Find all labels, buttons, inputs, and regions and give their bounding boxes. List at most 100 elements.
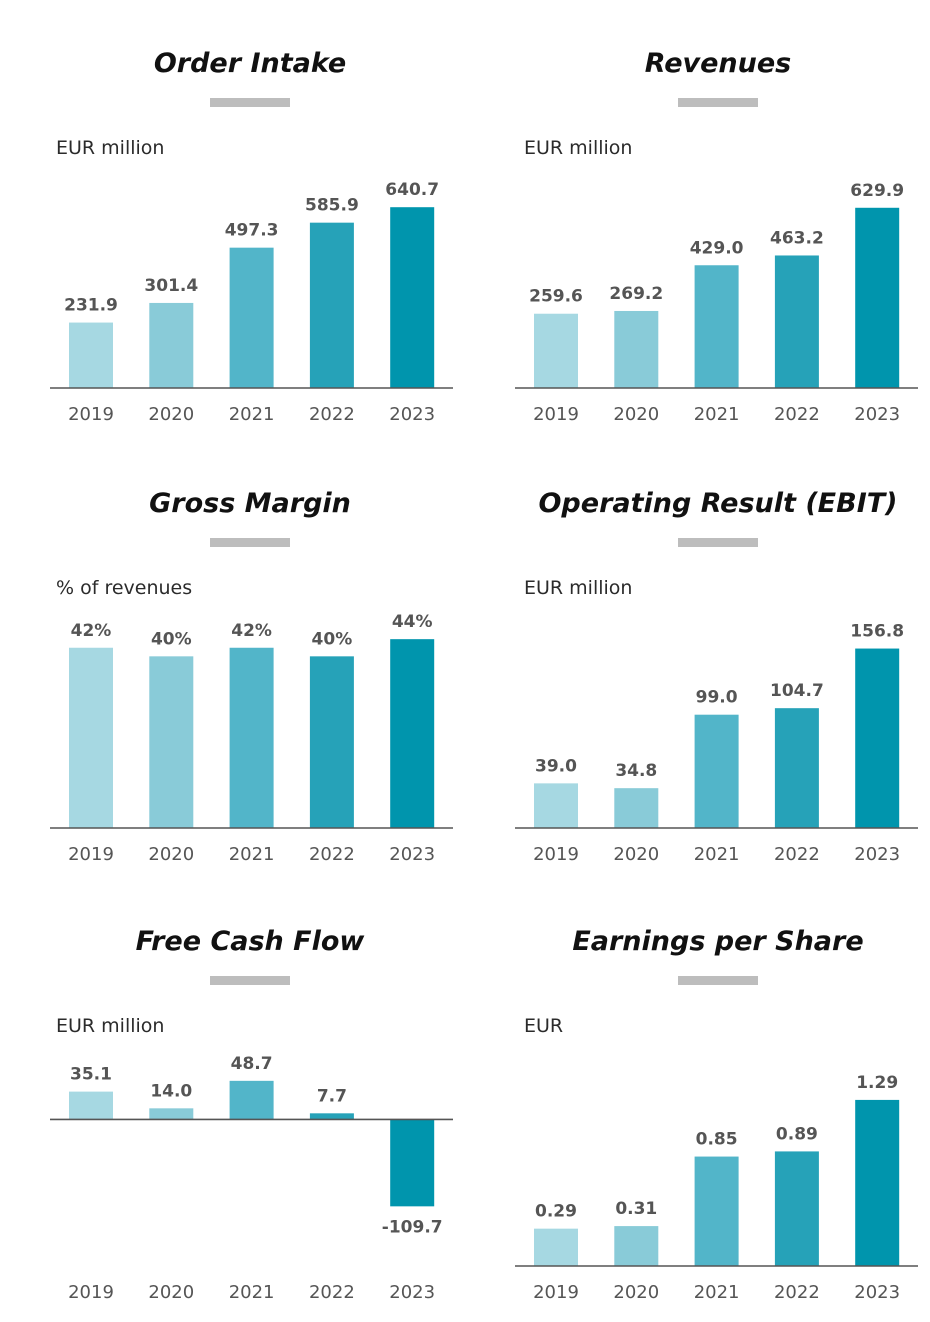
bar-2020 (614, 788, 659, 828)
bar-2023 (855, 1099, 900, 1266)
x-tick-label: 2022 (309, 1282, 355, 1303)
chart-title: Free Cash Flow (135, 926, 365, 957)
x-tick-label: 2020 (148, 1282, 194, 1303)
chart-title: Revenues (644, 48, 792, 79)
x-tick-label: 2020 (613, 404, 659, 425)
title-underline (210, 98, 290, 107)
bar-2021 (229, 647, 274, 828)
unit-label: EUR (524, 1015, 564, 1037)
title-underline (210, 538, 290, 547)
bar-2022 (309, 1113, 354, 1120)
x-tick-label: 2023 (854, 404, 900, 425)
chart-title: Gross Margin (149, 488, 351, 519)
value-label: 0.31 (615, 1199, 657, 1219)
value-label: 99.0 (696, 688, 738, 708)
panel-order-intake: Order Intake EUR million 231.9 2019 301.4 2… (0, 0, 465, 440)
value-label: 0.85 (696, 1130, 738, 1150)
value-label: 35.1 (70, 1065, 112, 1085)
x-tick-label: 2019 (533, 404, 579, 425)
bar-2019 (534, 1228, 578, 1266)
panel-operating-result: Operating Result (EBIT) EUR million 39.0… (465, 440, 930, 880)
value-label: 42% (231, 621, 272, 641)
bar-2021 (694, 714, 739, 828)
bar-2023 (855, 207, 900, 388)
x-tick-label: 2023 (389, 844, 435, 865)
bar-2022 (309, 656, 354, 828)
bar-2019 (69, 647, 113, 828)
value-label: 301.4 (144, 276, 198, 296)
bar-2020 (149, 656, 194, 828)
value-label: 259.6 (529, 287, 583, 307)
bar-2023 (390, 207, 435, 388)
value-label: 40% (151, 629, 192, 649)
unit-label: EUR million (524, 577, 633, 599)
order-intake-chart: 231.9 2019 301.4 2020 497.3 2021 585.9 2022 640.… (50, 180, 453, 425)
gross-margin-chart: 42% 2019 40% 2020 42% 2021 40% 2022 44% 2023 (50, 612, 453, 865)
value-label: 629.9 (850, 181, 904, 201)
value-label: 14.0 (150, 1081, 192, 1101)
x-tick-label: 2022 (774, 844, 820, 865)
chart-title: Earnings per Share (572, 926, 864, 957)
value-label: 0.89 (776, 1124, 818, 1144)
value-label: 156.8 (850, 622, 904, 642)
value-label: 463.2 (770, 228, 824, 248)
value-label: 429.0 (690, 238, 744, 258)
x-tick-label: 2019 (533, 1282, 579, 1303)
earnings-per-share-chart: 0.29 2019 0.31 2020 0.85 2021 0.89 2022 1.29 2023 (515, 1073, 918, 1303)
value-label: 7.7 (317, 1086, 347, 1106)
x-tick-label: 2019 (533, 844, 579, 865)
unit-label: EUR million (56, 1015, 165, 1037)
x-tick-label: 2020 (613, 844, 659, 865)
bar-2020 (614, 1226, 659, 1266)
bar-2022 (774, 255, 819, 388)
value-label: 0.29 (535, 1202, 577, 1222)
bar-2021 (229, 247, 274, 388)
chart-title: Order Intake (153, 48, 347, 79)
value-label: 585.9 (305, 196, 359, 216)
unit-label: EUR million (56, 137, 165, 159)
value-label: 1.29 (856, 1073, 898, 1093)
value-label: 497.3 (225, 221, 279, 241)
bar-2020 (149, 1108, 194, 1120)
revenues-chart: 259.6 2019 269.2 2020 429.0 2021 463.2 2022 629.… (515, 181, 918, 425)
unit-label: EUR million (524, 137, 633, 159)
bar-2021 (229, 1080, 274, 1120)
chart-title: Operating Result (EBIT) (538, 488, 898, 519)
x-tick-label: 2022 (309, 844, 355, 865)
free-cash-flow-chart: 35.1 2019 14.0 2020 48.7 2021 7.7 2022 -109.7 202… (50, 1054, 453, 1303)
x-tick-label: 2021 (229, 1282, 275, 1303)
x-tick-label: 2020 (148, 844, 194, 865)
title-underline (678, 538, 758, 547)
x-tick-label: 2021 (694, 1282, 740, 1303)
x-tick-label: 2020 (613, 1282, 659, 1303)
x-tick-label: 2021 (229, 844, 275, 865)
value-label: 231.9 (64, 296, 118, 316)
value-label: 39.0 (535, 756, 577, 776)
bar-2020 (614, 310, 659, 388)
x-tick-label: 2021 (229, 404, 275, 425)
bar-2019 (69, 1091, 113, 1120)
title-underline (678, 976, 758, 985)
value-label: 34.8 (615, 761, 657, 781)
x-tick-label: 2019 (68, 404, 114, 425)
x-tick-label: 2019 (68, 844, 114, 865)
bar-2020 (149, 302, 194, 388)
panel-free-cash-flow: Free Cash Flow EUR million 35.1 2019 14.0 2… (0, 878, 465, 1318)
bar-2019 (534, 783, 578, 828)
x-tick-label: 2023 (854, 1282, 900, 1303)
panel-earnings-per-share: Earnings per Share EUR 0.29 2019 0.31 2020 0… (465, 878, 930, 1318)
operating-result-chart: 39.0 2019 34.8 2020 99.0 2021 104.7 2022 156.8 20… (515, 622, 918, 865)
value-label: 40% (312, 629, 353, 649)
x-tick-label: 2022 (309, 404, 355, 425)
bar-2023 (390, 639, 435, 828)
bar-2022 (309, 222, 354, 388)
x-tick-label: 2022 (774, 1282, 820, 1303)
title-underline (210, 976, 290, 985)
value-label: 269.2 (609, 284, 663, 304)
bar-2022 (774, 708, 819, 828)
value-label: 48.7 (231, 1054, 273, 1074)
value-label: 44% (392, 612, 433, 632)
bar-2019 (69, 322, 113, 388)
value-label: 42% (71, 621, 112, 641)
title-underline (678, 98, 758, 107)
